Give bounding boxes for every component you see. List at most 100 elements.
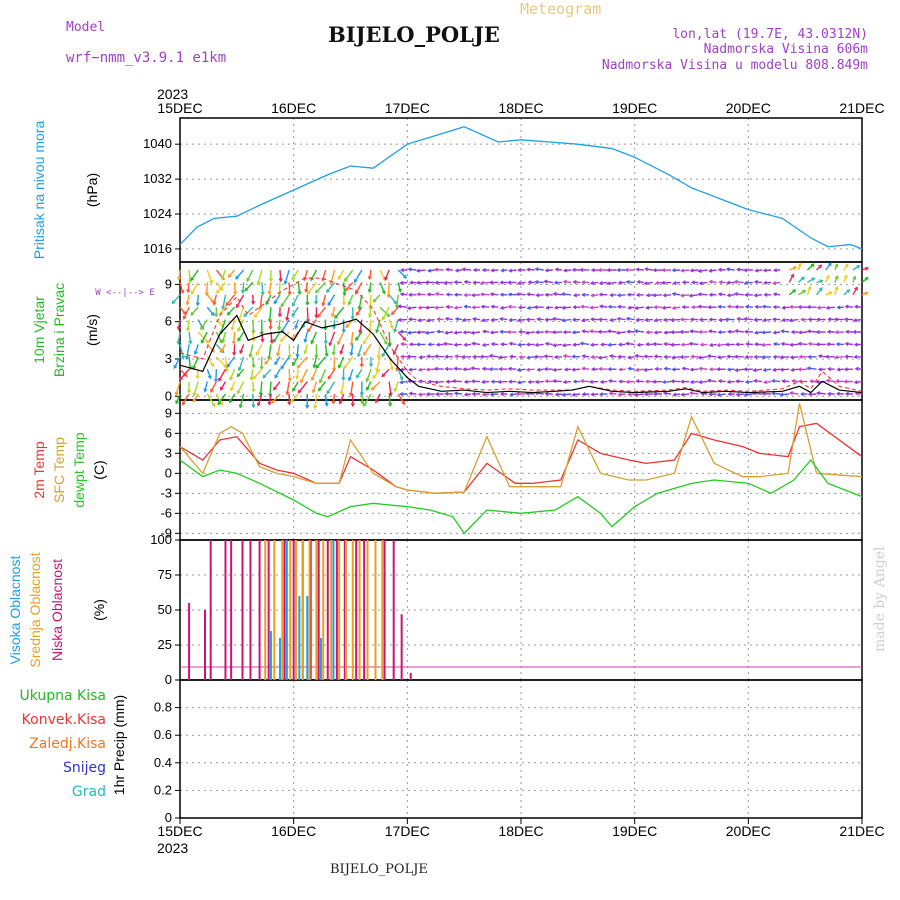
wind-arrow-head — [497, 379, 502, 385]
wind-arrow-head — [287, 291, 292, 296]
wind-arrow-head — [645, 342, 650, 347]
wind-arrow-head — [306, 291, 311, 296]
wind-arrow-head — [772, 281, 777, 286]
wind-arrow — [552, 318, 562, 321]
wind-arrow-head — [204, 292, 209, 297]
wind-arrow-head — [453, 366, 458, 371]
wind-arrow-head — [716, 392, 721, 397]
wind-arrow — [252, 368, 263, 380]
wind-arrow-head — [237, 367, 242, 372]
wind-arrow — [377, 344, 381, 358]
wind-arrow-head — [652, 342, 657, 347]
wind-arrow-head — [358, 329, 363, 334]
wind-arrow — [259, 294, 263, 310]
wind-arrow-head — [816, 305, 821, 310]
y-tick-label: 100 — [150, 532, 172, 547]
wind-arrow — [177, 319, 181, 330]
wind-arrow — [206, 368, 212, 379]
wind-arrow — [388, 294, 398, 305]
wind-arrow — [653, 294, 662, 297]
time-label-top: 16DEC — [271, 100, 316, 116]
wind-arrow-head — [735, 342, 740, 347]
wind-arrow-head — [344, 287, 349, 292]
wind-arrow-head — [708, 317, 713, 322]
wind-arrow — [772, 380, 781, 383]
wind-arrow-head — [606, 329, 611, 334]
wind-arrow-head — [780, 329, 785, 334]
wind-arrow-head — [461, 354, 466, 360]
wind-arrow-head — [579, 267, 584, 272]
wind-arrow — [699, 367, 708, 370]
wind-arrow — [264, 356, 272, 365]
wind-arrow-head — [225, 302, 230, 307]
wind-arrow — [834, 286, 838, 296]
wind-arrow-head — [562, 268, 568, 273]
wind-arrow-head — [818, 264, 823, 269]
wind-arrow-head — [337, 275, 342, 280]
wind-ylabel-2: Brzina i Pravac — [51, 283, 67, 377]
wind-arrow — [734, 293, 744, 296]
wind-arrow — [754, 379, 763, 383]
wind-arrow-head — [471, 305, 476, 310]
wind-arrow-head — [176, 326, 181, 331]
wind-arrow-head — [180, 355, 185, 360]
wind-arrow-head — [408, 342, 413, 347]
wind-arrow — [279, 269, 282, 282]
wind-arrow — [681, 393, 690, 396]
wind-arrow-head — [190, 311, 195, 316]
wind-arrow — [526, 392, 535, 395]
wind-arrow-head — [330, 313, 335, 318]
wind-arrow-head — [363, 340, 367, 345]
wind-arrow-head — [760, 342, 766, 348]
wind-arrow — [280, 294, 290, 307]
wind-arrow-head — [680, 379, 685, 384]
wind-arrow-head — [762, 380, 768, 385]
wind-arrow-head — [182, 315, 187, 320]
wind-arrow — [187, 319, 190, 331]
wind-arrow-head — [616, 293, 621, 298]
wind-arrow-head — [516, 318, 522, 323]
wind-arrow-head — [444, 316, 449, 321]
wind-arrow-head — [825, 305, 830, 310]
wind-arrow — [238, 306, 245, 322]
wind-arrow — [213, 294, 218, 305]
wind-arrow-head — [224, 368, 229, 373]
wind-arrow-head — [461, 317, 466, 322]
wind-arrow — [388, 319, 394, 329]
wind-arrow-head — [854, 286, 858, 291]
wind-arrow-head — [507, 379, 513, 384]
wind-arrow-head — [672, 280, 677, 286]
wind-arrow-head — [680, 392, 685, 397]
wind-arrow — [171, 294, 181, 304]
wind-arrow — [607, 281, 617, 285]
wind-arrow — [681, 269, 690, 272]
wind-arrow — [219, 306, 227, 315]
wind-arrow — [257, 393, 263, 406]
wind-arrow-head — [708, 292, 713, 297]
wind-arrow-head — [663, 330, 668, 335]
wind-arrow-head — [434, 291, 439, 297]
wind-arrow-head — [534, 342, 539, 348]
wind-arrow — [381, 368, 390, 377]
wind-arrow-head — [536, 317, 541, 322]
wind-arrow — [845, 342, 853, 346]
wind-arrow — [425, 331, 435, 334]
wind-arrow — [381, 344, 390, 357]
wind-arrow — [581, 380, 590, 383]
wind-arrow — [296, 344, 299, 357]
wind-arrow-head — [817, 367, 822, 372]
wind-arrow — [762, 331, 772, 334]
wind-arrow-head — [515, 292, 520, 297]
wind-arrow-head — [581, 392, 586, 397]
wind-arrow — [175, 381, 181, 396]
wind-arrow-head — [618, 367, 623, 372]
wind-arrow-head — [797, 304, 802, 310]
y-tick-label: -9 — [160, 525, 172, 540]
wind-arrow-head — [716, 355, 721, 360]
wind-arrow — [526, 331, 535, 334]
wind-arrow — [843, 289, 850, 296]
wind-arrow-head — [347, 301, 352, 306]
wind-arrow-head — [571, 354, 576, 359]
wind-arrow-head — [679, 317, 684, 322]
wind-arrow-head — [852, 329, 857, 335]
